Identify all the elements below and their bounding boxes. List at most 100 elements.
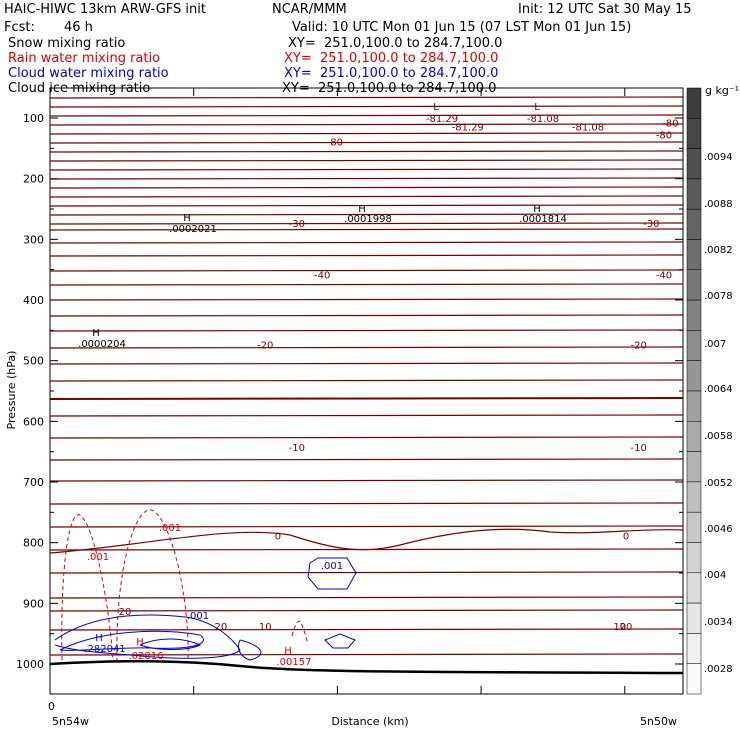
theta-contour <box>49 269 684 272</box>
colorbar-swatch <box>686 118 702 149</box>
cloud-contour <box>59 630 204 651</box>
field-label-cloud: Cloud water mixing ratio <box>8 66 169 81</box>
theta-contour <box>49 346 684 349</box>
y-tick-label: 700 <box>23 476 44 489</box>
colorbar-label: .007 <box>704 339 726 350</box>
extremum-value: .0001814 <box>519 214 567 225</box>
colorbar-swatch <box>686 239 702 271</box>
fcst-label: Fcst: <box>4 20 35 35</box>
extremum-mark: H <box>284 646 292 657</box>
x-start-label: 5n54w <box>52 715 89 728</box>
colorbar-swatch <box>686 481 702 513</box>
field-contour-label: .001 <box>159 523 181 534</box>
init-time: Init: 12 UTC Sat 30 May 15 <box>518 2 692 17</box>
colorbar-label: .0058 <box>704 431 733 442</box>
extremum-value: .00157 <box>277 657 312 668</box>
theta-contour <box>49 96 684 99</box>
field-xy-cloud: XY= 251.0,100.0 to 284.7,100.0 <box>284 66 499 81</box>
extremum-mark: H <box>136 637 144 648</box>
theta-contour <box>49 254 684 257</box>
theta-contour <box>49 150 684 153</box>
x-end-label: 5n50w <box>640 715 677 728</box>
extremum-mark: H <box>95 633 103 644</box>
contour-label: -30 <box>643 219 659 230</box>
theta-contour <box>49 436 684 439</box>
field-contour-label: 20 <box>119 607 132 618</box>
y-tick-label: 900 <box>23 597 44 610</box>
extremum-value: .0001998 <box>344 214 392 225</box>
extremum-value: .0002021 <box>169 224 217 235</box>
colorbar-swatch <box>686 572 702 604</box>
contour-label: -81.29 <box>452 122 484 133</box>
fcst-value: 46 h <box>64 20 93 35</box>
cloud-contour <box>307 557 357 590</box>
extremum-mark: L <box>433 102 439 113</box>
extremum-mark: H <box>92 328 100 339</box>
y-tick-label: 100 <box>23 112 44 125</box>
contour-labels: -80-80-80-81.29 -81.08-40 -40-30 -30-20 -20-… <box>78 102 678 668</box>
x-zero-label: 0 <box>48 700 55 713</box>
field-label-snow: Snow mixing ratio <box>8 36 126 51</box>
theta-contours <box>49 96 684 656</box>
theta-contour <box>49 186 684 189</box>
colorbar-label: .0078 <box>704 291 733 302</box>
y-tick-label: 500 <box>23 355 44 368</box>
contour-label: -10 <box>631 443 647 454</box>
cloud-contour <box>139 638 202 650</box>
theta-contour <box>49 379 684 382</box>
theta-contour <box>49 195 684 198</box>
x-axis <box>49 88 626 694</box>
contour-label: 20 <box>215 622 228 633</box>
theta-contour <box>49 298 684 301</box>
y-tick-label: 400 <box>23 294 44 307</box>
theta-contour <box>49 132 684 135</box>
colorbar-label: .0052 <box>704 478 733 489</box>
theta-contour <box>49 114 684 117</box>
field-contour-label: .001 <box>187 611 209 622</box>
y-tick-label: 300 <box>23 233 44 246</box>
theta-contour <box>49 159 684 162</box>
colorbar-label: .0094 <box>704 152 733 163</box>
extremum-value: .282041 <box>84 644 125 655</box>
contour-label: 10 <box>259 622 272 633</box>
y-tick-label: 1000 <box>16 658 44 671</box>
valid-time: Valid: 10 UTC Mon 01 Jun 15 (07 LST Mon … <box>292 20 632 35</box>
colorbar-label: .0046 <box>704 524 733 535</box>
colorbar-swatch <box>686 360 702 392</box>
field-xy-rain: XY= 251.0,100.0 to 284.7,100.0 <box>284 51 499 66</box>
extremum-value: -81.29 <box>426 114 458 125</box>
theta-contour <box>49 397 684 400</box>
colorbar-swatch <box>686 330 702 361</box>
contour-label: -80 <box>656 131 672 142</box>
rain-contours <box>61 509 309 663</box>
theta-contour <box>49 168 684 171</box>
theta-contour <box>49 283 684 286</box>
contour-label: -30 <box>289 219 305 230</box>
colorbar-label: .0064 <box>704 384 733 395</box>
colorbar-swatch <box>686 451 702 483</box>
theta-contour <box>49 628 684 631</box>
colorbar-label: .0088 <box>704 199 733 210</box>
extremum-value: .0000204 <box>78 339 126 350</box>
theta-contour <box>49 204 684 207</box>
cloud-contour <box>54 614 241 659</box>
field-contour-label: .001 <box>321 561 343 572</box>
theta-contour <box>49 222 684 225</box>
theta-contour <box>49 528 684 554</box>
colorbar-swatch <box>686 390 702 422</box>
x-axis-label: Distance (km) <box>331 715 408 728</box>
cloud-contours <box>54 557 357 661</box>
colorbar: .0094 .0088 .0082 .0078 .007 .0064 .0058 .0052.… <box>686 87 733 695</box>
contour-label: -80 <box>662 119 678 130</box>
theta-contour <box>49 141 684 144</box>
theta-contour <box>49 571 684 574</box>
cloud-contour <box>324 633 356 649</box>
contour-label: -20 <box>257 340 273 351</box>
theta-contour <box>49 479 684 482</box>
theta-contour <box>49 241 684 244</box>
cloud-contour <box>237 639 262 661</box>
theta-contour <box>49 596 684 599</box>
y-tick-label: 200 <box>23 173 44 186</box>
colorbar-label: .0034 <box>704 617 733 628</box>
